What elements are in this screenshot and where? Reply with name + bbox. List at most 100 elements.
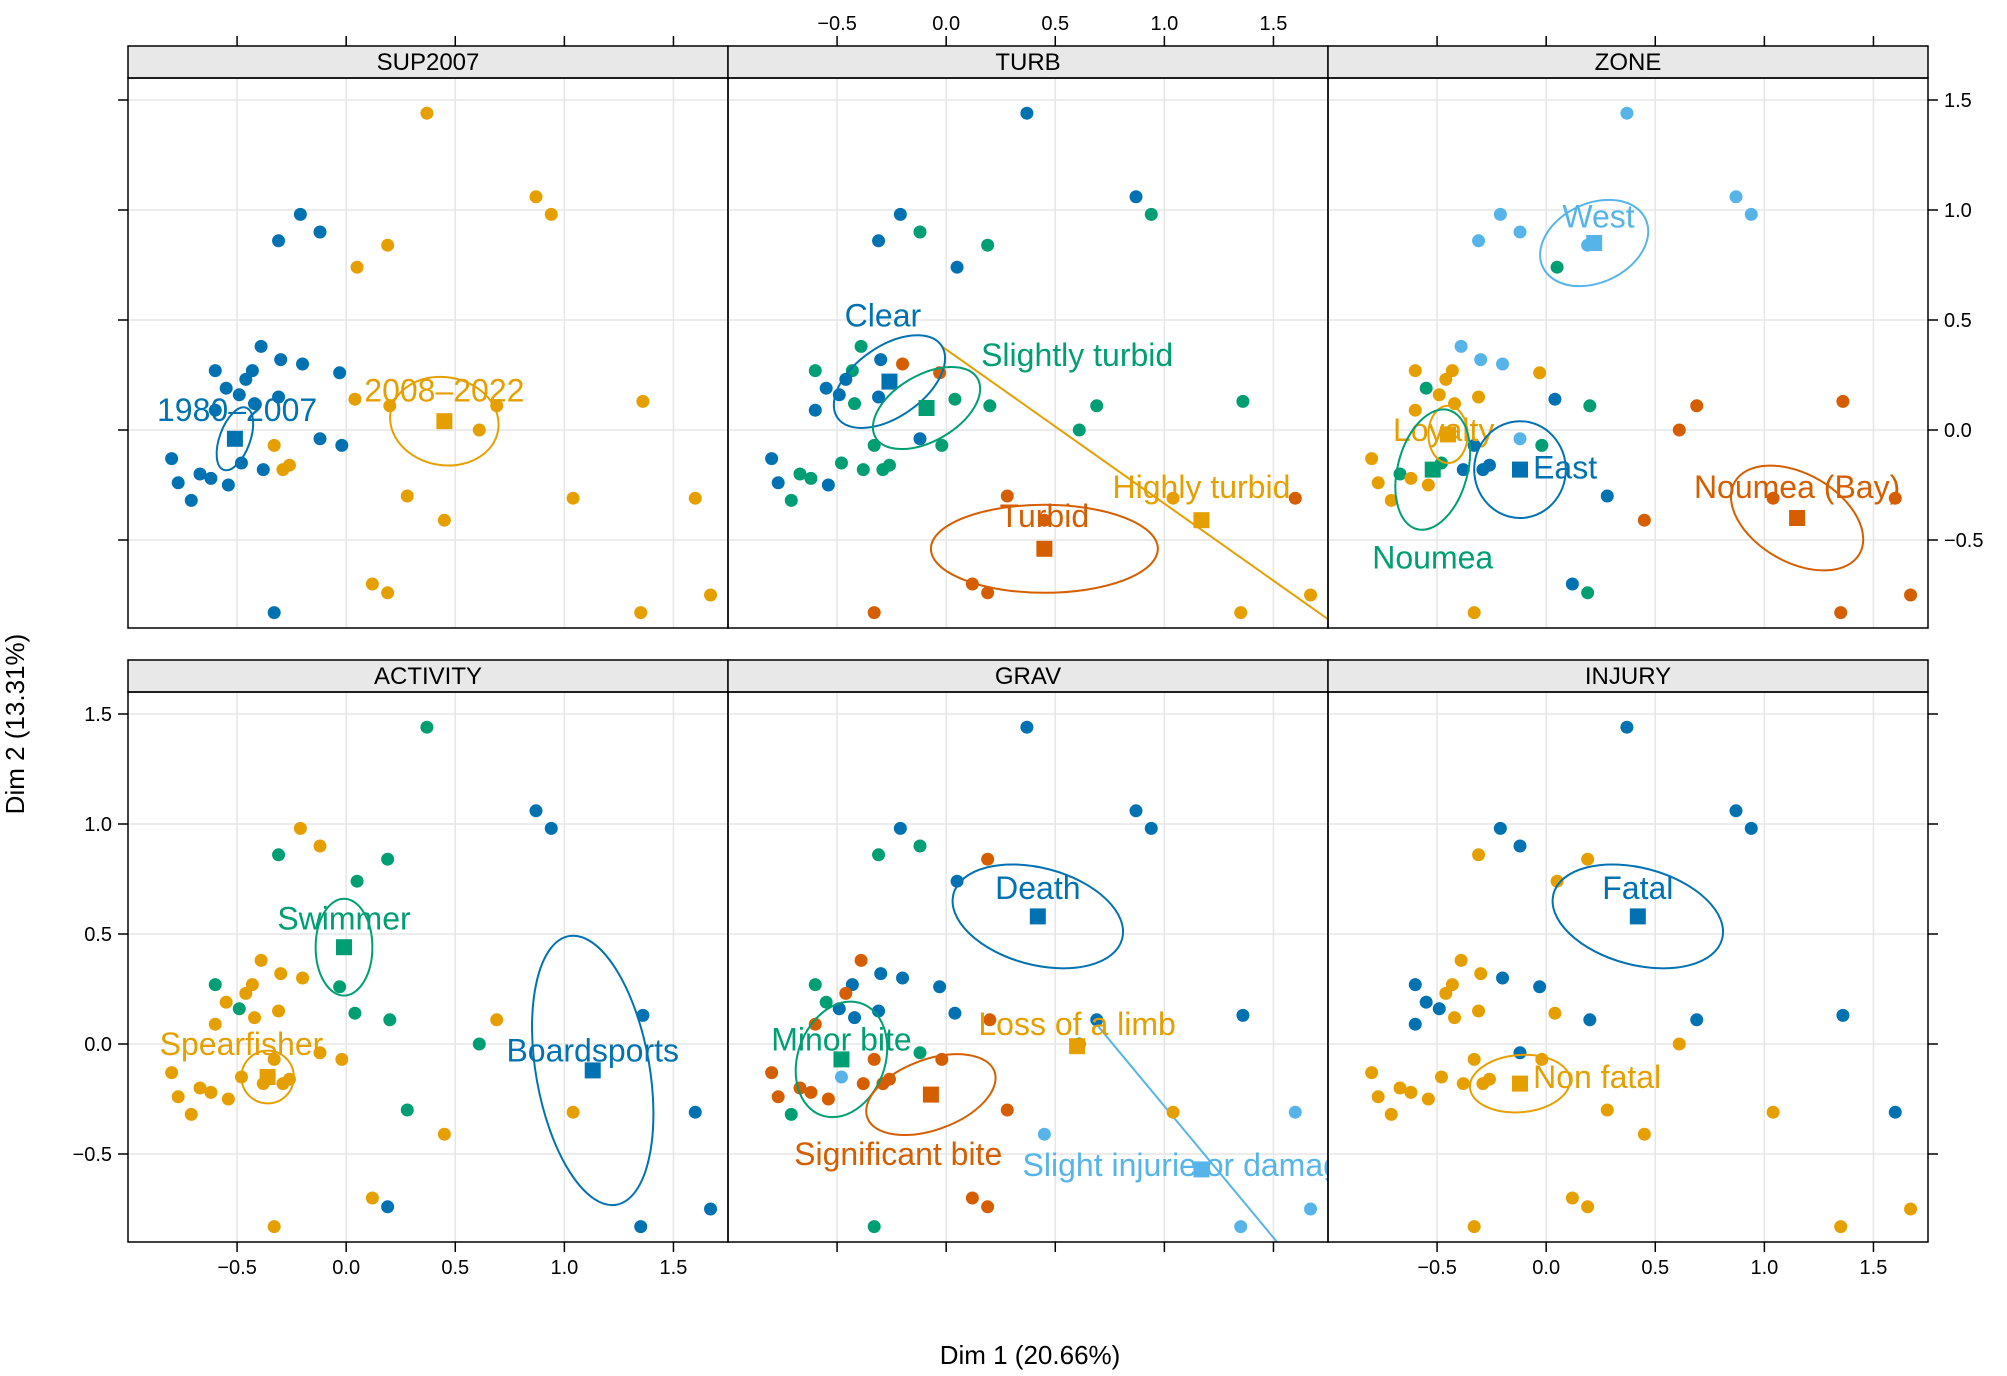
panel-turb-point [935, 438, 949, 452]
panel-turb-category-label: Highly turbid [1113, 469, 1291, 505]
panel-activity-point [232, 1002, 246, 1016]
y-tick-label: 0.0 [84, 1034, 112, 1056]
panel-activity-point [420, 720, 434, 734]
x-tick-label: −0.5 [817, 13, 856, 35]
panel-injury-category-label: Non fatal [1533, 1059, 1661, 1095]
panel-zone-point [1600, 489, 1614, 503]
panel-turb-point [765, 452, 779, 466]
x-axis-label: Dim 1 (20.66%) [940, 1340, 1121, 1370]
panel-injury-point [1432, 1002, 1446, 1016]
panel-zone-point [1548, 392, 1562, 406]
panel-grav-point [821, 1092, 835, 1106]
panel-activity-centroid [259, 1069, 276, 1085]
panel-zone-point [1834, 606, 1848, 620]
panel-activity-confidence-ellipse [531, 934, 655, 1207]
y-tick-label: 0.5 [1944, 310, 1972, 332]
x-tick-label: 1.0 [1150, 13, 1178, 35]
panel-turb-point [793, 467, 807, 481]
panel-grav-point [1129, 804, 1143, 818]
panel-grav-point [771, 1090, 785, 1104]
panel-sup2007-point [381, 586, 395, 600]
panel-sup2007-point [184, 493, 198, 507]
panel-zone-point [1408, 403, 1422, 417]
panel-zone-point [1365, 452, 1379, 466]
panel-activity-category-label: Spearfisher [160, 1026, 324, 1062]
panel-grav-point [1000, 1103, 1014, 1117]
panel-activity-point [272, 1004, 286, 1018]
panel-injury-point [1533, 980, 1547, 994]
panel-turb-point [913, 432, 927, 446]
panel-grav-point [765, 1066, 779, 1080]
panel-injury-point [1620, 720, 1634, 734]
panel-zone-centroid [1424, 461, 1441, 478]
panel-grav-point [834, 1070, 848, 1084]
panel-activity-point [529, 804, 543, 818]
panel-injury-point [1513, 1046, 1527, 1060]
panel-activity-centroid [584, 1062, 601, 1079]
panel-sup2007-point [313, 432, 327, 446]
panel-zone-point [1620, 106, 1634, 120]
y-tick-label: −0.5 [1944, 530, 1983, 552]
panel-sup2007-point [204, 471, 218, 485]
panel-activity-point [267, 1052, 281, 1066]
panel-injury-title: INJURY [1585, 663, 1671, 690]
y-tick-label: 1.0 [1944, 200, 1972, 222]
panel-activity-point [350, 874, 364, 888]
panel-turb-point [804, 471, 818, 485]
panel-zone-centroid [1789, 510, 1806, 526]
panel-injury-frame [1327, 691, 1929, 1243]
panel-zone-point [1439, 372, 1453, 386]
panel-grav-point [896, 971, 910, 985]
panel-activity-point [267, 1220, 281, 1234]
panel-sup2007-point [335, 438, 349, 452]
panel-turb-centroid [1193, 512, 1210, 529]
panel-injury-point [1637, 1127, 1651, 1141]
x-tick-label: 1.5 [1260, 13, 1288, 35]
panel-turb-confidence-ellipse [832, 334, 947, 429]
panel-grav-point [1166, 1105, 1180, 1119]
panel-zone-point [1744, 207, 1758, 221]
panel-grav-point [848, 1011, 862, 1025]
panel-injury-point [1448, 1011, 1462, 1025]
panel-sup2007-point [420, 106, 434, 120]
y-tick-label: 1.0 [84, 814, 112, 836]
panel-zone-point [1404, 471, 1418, 485]
panel-activity: ACTIVITY Swimmer Spearfisher Boardsports −0.… [73, 659, 729, 1279]
y-tick-label: 1.5 [84, 704, 112, 726]
panel-zone-point [1888, 491, 1902, 505]
x-tick-label: 1.0 [1750, 1257, 1778, 1279]
panel-turb-point [950, 260, 964, 274]
panel-injury-point [1565, 1191, 1579, 1205]
panel-activity-point [490, 1013, 504, 1027]
panel-turb-trend-line [941, 345, 1328, 621]
panel-sup2007-centroid [436, 413, 453, 430]
panel-turb-category-label: Turbid [1000, 498, 1090, 534]
panel-grav-point [948, 1006, 962, 1020]
panel-zone-point [1476, 463, 1490, 477]
panel-grav-point [1288, 1105, 1302, 1119]
panel-turb-centroid [1036, 540, 1053, 557]
panel-injury-point [1496, 971, 1510, 985]
panel-grav-centroid [1069, 1038, 1086, 1055]
panel-sup2007-point [333, 366, 347, 380]
panel-turb-category-label: Clear [845, 298, 922, 334]
panel-activity-strip [127, 659, 729, 693]
panel-activity-point [221, 1092, 235, 1106]
panel-sup2007-point [193, 467, 207, 481]
panel-zone-confidence-ellipse [1394, 408, 1472, 531]
panel-turb-point [1020, 106, 1034, 120]
panel-activity-point [184, 1107, 198, 1121]
panel-zone-confidence-ellipse [1539, 198, 1650, 288]
panel-zone-point [1904, 588, 1918, 602]
panel-turb-point [896, 357, 910, 371]
panel-grav-category-label: Minor bite [771, 1022, 912, 1058]
panel-turb-point [913, 225, 927, 239]
panel-sup2007-centroid [226, 430, 243, 447]
panel-turb-point [1288, 491, 1302, 505]
panel-zone-point [1637, 513, 1651, 527]
panel-turb-point [834, 456, 848, 470]
panel-grav-point [854, 953, 868, 967]
panel-grav-trend-line [1093, 1021, 1279, 1242]
panel-activity-point [348, 1006, 362, 1020]
panel-activity-title: ACTIVITY [374, 663, 482, 690]
